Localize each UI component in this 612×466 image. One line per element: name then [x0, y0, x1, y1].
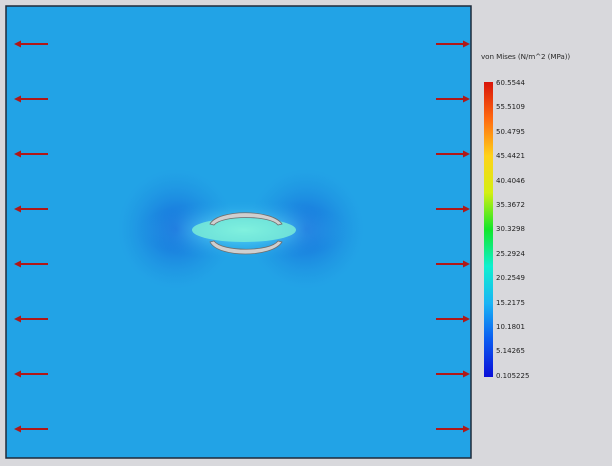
- load-arrow: [14, 370, 48, 378]
- load-arrow: [436, 315, 470, 323]
- legend-tick-label: 50.4795: [496, 127, 525, 136]
- load-arrow: [14, 260, 48, 268]
- load-arrow: [14, 425, 48, 433]
- legend-tick-label: 40.4046: [496, 176, 525, 185]
- load-arrow: [436, 40, 470, 48]
- legend-tick-label: 0.105225: [496, 371, 530, 380]
- legend-tick-label: 30.3298: [496, 225, 525, 234]
- legend-tick-label: 60.5544: [496, 79, 525, 87]
- legend-colorbar: [484, 82, 493, 377]
- load-arrow: [436, 260, 470, 268]
- legend-tick-label: 5.14265: [496, 347, 525, 356]
- load-arrow: [14, 40, 48, 48]
- stress-concentration-core: [192, 218, 296, 242]
- hole-upper: [209, 212, 283, 226]
- load-arrow: [14, 315, 48, 323]
- load-arrow: [436, 95, 470, 103]
- load-arrow: [436, 370, 470, 378]
- load-arrow: [436, 425, 470, 433]
- load-arrow: [14, 150, 48, 158]
- load-arrow: [14, 95, 48, 103]
- legend-tick-label: 45.4421: [496, 152, 525, 161]
- legend-tick-label: 10.1801: [496, 323, 525, 331]
- load-arrow: [436, 205, 470, 213]
- hole-lower: [209, 240, 283, 255]
- legend-tick-label: 35.3672: [496, 201, 525, 209]
- plate-outline: [5, 5, 472, 459]
- load-arrows-left: [14, 40, 48, 433]
- load-arrows-right: [436, 40, 470, 433]
- load-arrow: [14, 205, 48, 213]
- legend-tick-label: 15.2175: [496, 298, 525, 307]
- legend-title: von Mises (N/m^2 (MPa)): [481, 52, 571, 61]
- legend-tick-label: 55.5109: [496, 103, 525, 112]
- legend-tick-label: 20.2549: [496, 274, 525, 283]
- legend-tick-label: 25.2924: [496, 249, 525, 258]
- load-arrow: [436, 150, 470, 158]
